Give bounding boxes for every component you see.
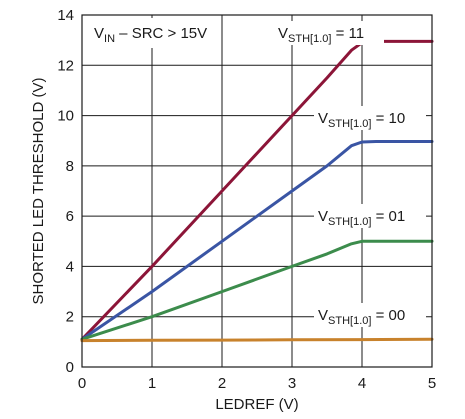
y-tick-label-1: 2 [66,309,74,326]
series-line-0 [80,39,434,341]
series-lines [80,39,434,343]
series-label-2: VSTH[1.0] = 01 [314,204,426,228]
x-tick-label-3: 3 [288,375,296,392]
x-tick-label-0: 0 [78,375,86,392]
series-line-1 [80,140,434,341]
svg-text:VSTH[1.0] = 01: VSTH[1.0] = 01 [318,208,405,228]
y-tick-label-3: 6 [66,208,74,225]
condition-rest: – SRC > 15V [115,25,207,42]
y-tick-label-0: 0 [66,359,74,376]
x-axis-label: LEDREF (V) [215,396,298,413]
svg-text:VIN – SRC > 15V: VIN – SRC > 15V [94,25,207,45]
condition-sub: IN [104,33,115,45]
series-line-3 [80,337,434,343]
svg-text:VSTH[1.0] = 00: VSTH[1.0] = 00 [318,307,405,327]
y-tick-label-2: 4 [66,258,74,275]
y-tick-label-5: 10 [57,108,74,125]
condition-annotation: VIN – SRC > 15V [86,18,220,48]
series-line-2 [80,239,434,341]
svg-text:VSTH[1.0] = 10: VSTH[1.0] = 10 [318,110,405,130]
x-tick-label-4: 4 [358,375,366,392]
series-label-3: VSTH[1.0] = 00 [314,303,426,327]
condition-main: V [94,25,104,42]
y-tick-label-4: 8 [66,158,74,175]
series-labels: VSTH[1.0] = 11 VSTH[1.0] = 10 VSTH[1.0] = … [274,21,426,327]
x-tick-label-2: 2 [218,375,226,392]
plot-frame [81,14,433,368]
series-label-0: VSTH[1.0] = 11 [274,21,384,45]
x-tick-label-5: 5 [428,375,436,392]
y-tick-label-7: 14 [57,7,74,24]
y-tick-label-6: 12 [57,57,74,74]
svg-text:VSTH[1.0] = 11: VSTH[1.0] = 11 [278,25,364,45]
y-tick-labels: 0 2 4 6 8 10 12 14 [57,7,74,376]
x-tick-labels: 0 1 2 3 4 5 [78,375,436,392]
series-label-1: VSTH[1.0] = 10 [314,106,426,130]
y-axis-label: SHORTED LED THRESHOLD (V) [30,78,47,305]
x-tick-label-1: 1 [148,375,156,392]
grid [82,15,432,367]
